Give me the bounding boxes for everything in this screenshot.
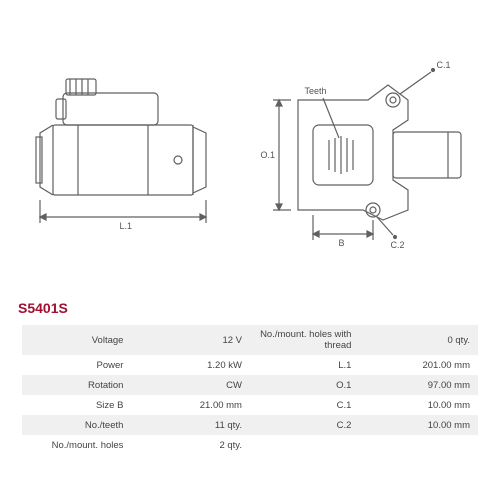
spec-label-right: O.1	[250, 375, 359, 395]
spec-row: Size B21.00 mmC.110.00 mm	[22, 395, 478, 415]
dim-label-L1: L.1	[120, 221, 133, 231]
front-view-drawing: Teeth C.1 C.2 O.1 B	[243, 50, 473, 260]
spec-value-right: 0 qty.	[359, 325, 478, 355]
dim-label-C1: C.1	[437, 60, 451, 70]
spec-value-left: 1.20 kW	[131, 355, 250, 375]
spec-label-right: C.2	[250, 415, 359, 435]
spec-value-right: 201.00 mm	[359, 355, 478, 375]
spec-label-left: Size B	[22, 395, 131, 415]
spec-value-left: 12 V	[131, 325, 250, 355]
spec-label-right: No./mount. holes with thread	[250, 325, 359, 355]
spec-value-left: CW	[131, 375, 250, 395]
spec-label-left: Voltage	[22, 325, 131, 355]
dim-label-C2: C.2	[391, 240, 405, 250]
label-teeth: Teeth	[305, 86, 327, 96]
spec-row: Power1.20 kWL.1201.00 mm	[22, 355, 478, 375]
spec-row: No./mount. holes2 qty.	[22, 435, 478, 455]
spec-value-right: 10.00 mm	[359, 415, 478, 435]
spec-value-right: 10.00 mm	[359, 395, 478, 415]
spec-value-left: 2 qty.	[131, 435, 250, 455]
spec-table: Voltage12 VNo./mount. holes with thread0…	[22, 325, 478, 455]
spec-row: No./teeth11 qty.C.210.00 mm	[22, 415, 478, 435]
spec-row: RotationCWO.197.00 mm	[22, 375, 478, 395]
spec-label-left: Power	[22, 355, 131, 375]
spec-label-right: C.1	[250, 395, 359, 415]
dim-label-O1: O.1	[261, 150, 276, 160]
spec-label-left: Rotation	[22, 375, 131, 395]
part-id: S5401S	[18, 300, 68, 316]
spec-label-right: L.1	[250, 355, 359, 375]
spec-value-left: 11 qty.	[131, 415, 250, 435]
spec-value-left: 21.00 mm	[131, 395, 250, 415]
spec-label-left: No./teeth	[22, 415, 131, 435]
side-view-drawing: L.1	[28, 55, 228, 255]
dim-label-B: B	[339, 238, 345, 248]
diagram-area: L.1	[0, 0, 500, 290]
spec-value-right	[359, 435, 478, 455]
spec-label-left: No./mount. holes	[22, 435, 131, 455]
spec-label-right	[250, 435, 359, 455]
front-view-svg	[243, 50, 473, 260]
spec-value-right: 97.00 mm	[359, 375, 478, 395]
spec-table-body: Voltage12 VNo./mount. holes with thread0…	[22, 325, 478, 455]
spec-row: Voltage12 VNo./mount. holes with thread0…	[22, 325, 478, 355]
